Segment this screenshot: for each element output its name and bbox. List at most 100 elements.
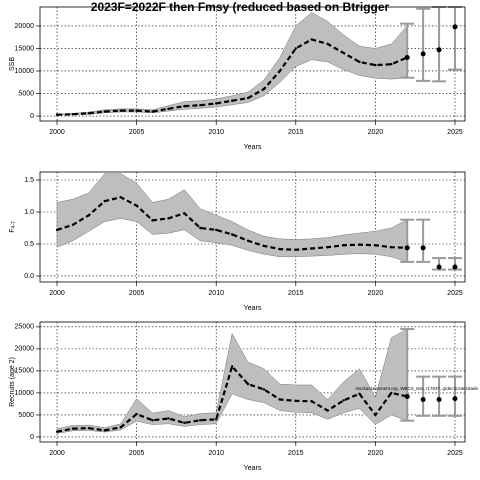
x-tick-label: 2000 bbox=[49, 450, 65, 457]
median-point bbox=[358, 392, 361, 396]
forecast-point bbox=[404, 245, 410, 251]
median-point bbox=[390, 391, 393, 395]
x-tick-label: 2005 bbox=[129, 129, 145, 136]
median-point bbox=[55, 228, 59, 232]
median-point bbox=[262, 388, 266, 391]
y-axis-label-text: F bbox=[9, 228, 16, 232]
median-point bbox=[199, 226, 202, 230]
median-line bbox=[56, 196, 408, 251]
forecast-point bbox=[436, 47, 442, 53]
median-point bbox=[183, 212, 186, 215]
x-tick-label: 2010 bbox=[208, 129, 224, 136]
y-tick-label: 15000 bbox=[15, 368, 35, 375]
y-tick-label: 5000 bbox=[18, 90, 34, 97]
median-point bbox=[135, 109, 138, 112]
median-point bbox=[87, 112, 91, 115]
error-bar bbox=[432, 6, 447, 83]
median-point bbox=[119, 109, 122, 112]
median-point bbox=[342, 244, 345, 247]
error-bar bbox=[432, 375, 447, 417]
y-tick-label: 0.5 bbox=[24, 241, 34, 248]
y-axis-label: F4-7 bbox=[9, 221, 17, 233]
median-point bbox=[374, 413, 377, 417]
median-line bbox=[56, 364, 408, 433]
y-tick-label: 15000 bbox=[15, 45, 35, 52]
forecast-point bbox=[420, 245, 426, 251]
median-point bbox=[135, 412, 138, 416]
forecast-point bbox=[420, 51, 426, 57]
median-point bbox=[358, 243, 361, 246]
median-point bbox=[215, 228, 218, 232]
median-point bbox=[119, 426, 122, 429]
forecast-point bbox=[452, 264, 458, 270]
median-point bbox=[151, 110, 154, 113]
forecast-point bbox=[404, 393, 410, 399]
median-point bbox=[230, 99, 234, 102]
median-point bbox=[71, 427, 75, 430]
x-tick-label: 2010 bbox=[208, 290, 224, 297]
median-point bbox=[119, 196, 122, 199]
median-point bbox=[71, 113, 75, 116]
median-point bbox=[87, 426, 91, 430]
forecast-point bbox=[436, 264, 442, 270]
median-point bbox=[278, 247, 282, 251]
median-point bbox=[230, 233, 234, 236]
x-tick-label: 2010 bbox=[208, 450, 224, 457]
median-point bbox=[71, 223, 75, 226]
x-tick-label: 2005 bbox=[129, 290, 145, 297]
median-point bbox=[151, 219, 154, 222]
y-tick-label: 20000 bbox=[15, 346, 35, 353]
median-point bbox=[215, 102, 218, 105]
error-bar bbox=[400, 22, 415, 79]
y-tick-label: 5000 bbox=[18, 412, 34, 419]
x-tick-label: 2020 bbox=[368, 290, 384, 297]
y-tick-label: 10000 bbox=[15, 390, 35, 397]
confidence-band bbox=[56, 173, 408, 263]
median-point bbox=[310, 38, 313, 41]
median-point bbox=[183, 421, 186, 425]
median-point bbox=[55, 430, 59, 433]
median-point bbox=[262, 87, 266, 91]
median-point bbox=[342, 51, 345, 55]
forecast-point bbox=[420, 397, 426, 403]
median-point bbox=[199, 104, 202, 107]
median-point bbox=[278, 69, 282, 73]
x-tick-label: 2015 bbox=[288, 290, 304, 297]
error-bar bbox=[400, 218, 415, 263]
y-tick-label: 1.0 bbox=[24, 209, 34, 216]
y-axis-label-text: Recruits (age 2) bbox=[9, 357, 16, 407]
x-axis-label: Years bbox=[244, 305, 262, 312]
error-bar bbox=[416, 7, 431, 82]
median-point bbox=[294, 399, 297, 403]
annotation: stockassessment.org, WBCS_test, r17837, … bbox=[355, 386, 478, 391]
y-axis-label: SSB bbox=[9, 57, 16, 71]
median-point bbox=[151, 419, 154, 422]
median-point bbox=[230, 365, 234, 368]
forecast-point bbox=[436, 397, 442, 403]
median-point bbox=[103, 429, 106, 432]
forecast-point bbox=[452, 24, 458, 30]
median-point bbox=[103, 199, 106, 203]
median-point bbox=[326, 245, 329, 249]
x-tick-label: 2020 bbox=[368, 450, 384, 457]
x-tick-label: 2015 bbox=[288, 450, 304, 457]
median-point bbox=[390, 63, 393, 66]
median-point bbox=[374, 244, 377, 247]
median-point bbox=[135, 204, 138, 207]
y-axis-label-sub: 4-7 bbox=[11, 221, 17, 228]
median-point bbox=[246, 382, 250, 386]
median-point bbox=[390, 245, 393, 249]
median-point bbox=[87, 213, 91, 217]
x-tick-label: 2025 bbox=[447, 450, 463, 457]
x-tick-label: 2005 bbox=[129, 450, 145, 457]
x-axis-label: Years bbox=[244, 144, 262, 151]
error-bar bbox=[416, 218, 431, 263]
median-point bbox=[342, 399, 345, 402]
median-point bbox=[167, 417, 170, 420]
median-point bbox=[326, 42, 329, 46]
y-tick-label: 25000 bbox=[15, 324, 35, 331]
plot-frame bbox=[39, 6, 466, 122]
error-bar bbox=[400, 328, 415, 422]
median-point bbox=[278, 398, 282, 401]
